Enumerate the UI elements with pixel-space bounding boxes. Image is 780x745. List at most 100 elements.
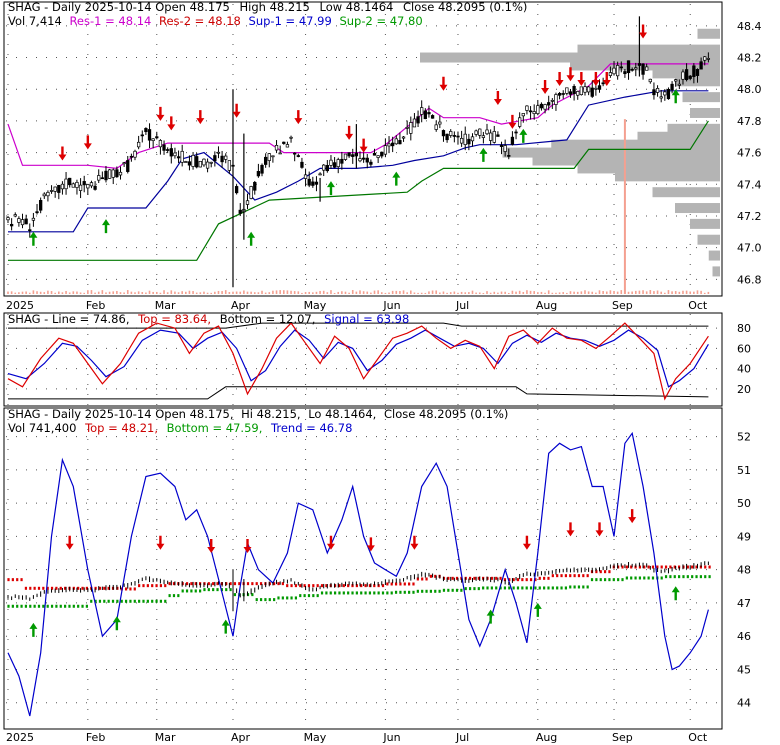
y-tick-label: 46 xyxy=(737,630,751,643)
y-tick-label: 48.4 xyxy=(737,20,762,33)
candle-body xyxy=(307,178,311,186)
volume-bar xyxy=(264,292,267,294)
volume-bar xyxy=(272,290,274,294)
volume-profile-bar xyxy=(697,28,720,39)
volume-bar xyxy=(391,290,394,294)
top-band-dash xyxy=(451,576,454,580)
stochastic-y-ticks: 80 60 40 20 xyxy=(737,322,751,396)
candle-body xyxy=(459,138,464,144)
candle-body xyxy=(565,87,569,94)
bottom-band-dash xyxy=(490,586,493,590)
top-band-dash xyxy=(307,584,311,588)
bottom-band-dash xyxy=(686,575,689,579)
volume-bar xyxy=(322,290,325,294)
stoch-header-signal: Signal = 63.98 xyxy=(324,312,409,326)
bottom-band-dash xyxy=(603,578,607,582)
candle-body xyxy=(111,169,115,178)
top-band-dash xyxy=(460,576,463,580)
volume-bar xyxy=(678,291,681,294)
volume-bar xyxy=(435,290,438,294)
y-tick-label: 45 xyxy=(737,663,751,676)
volume-bar xyxy=(384,292,387,294)
volume-bar xyxy=(152,291,154,294)
volume-profile-bar xyxy=(502,147,720,158)
trend-header-lo: Lo 48.1464, xyxy=(308,407,376,421)
candle-body xyxy=(293,152,297,155)
volume-bar xyxy=(108,291,111,294)
candle-body xyxy=(169,148,173,157)
bottom-band-dash xyxy=(582,585,585,589)
bottom-band-dash xyxy=(416,589,419,593)
candle-body xyxy=(136,141,141,148)
candle-body xyxy=(547,102,551,106)
top-band-dash xyxy=(294,584,298,588)
candle-body xyxy=(438,121,442,125)
volume-bar xyxy=(290,290,292,294)
candle-body xyxy=(525,105,529,111)
candle-body xyxy=(597,85,602,90)
bottom-band-dash xyxy=(638,576,642,580)
top-band-dash xyxy=(368,584,372,588)
bottom-band-dash xyxy=(259,598,263,602)
candle-body xyxy=(245,200,250,205)
top-band-dash xyxy=(564,574,567,578)
candle-body xyxy=(274,144,279,151)
y-tick-label: 48 xyxy=(737,564,751,577)
trend-header-bottom: Bottom = 47.59, xyxy=(167,421,263,435)
bottom-band-dash xyxy=(556,586,559,590)
candle-body xyxy=(528,110,533,113)
volume-profile-bar xyxy=(697,234,720,245)
candle-body xyxy=(31,217,36,221)
volume-bar xyxy=(221,291,223,294)
candle-body xyxy=(434,124,438,130)
candle-body xyxy=(681,71,685,80)
top-band-dash xyxy=(29,586,32,590)
candle-body xyxy=(670,83,674,91)
trend-sell-arrow xyxy=(595,522,604,537)
bottom-band-dash xyxy=(303,594,306,598)
volume-bar xyxy=(97,291,100,294)
top-band-dash xyxy=(708,565,711,569)
volume-bar xyxy=(199,292,202,294)
top-band-dash xyxy=(238,582,241,586)
volume-bar xyxy=(166,292,169,294)
top-band-dash xyxy=(233,582,237,586)
top-band-dash xyxy=(704,565,707,569)
candle-body xyxy=(260,164,264,174)
volume-bar xyxy=(526,290,528,294)
bottom-band-dash xyxy=(290,596,293,600)
trend-sell-arrow xyxy=(628,509,637,524)
top-band-dash xyxy=(599,570,602,574)
candle-body xyxy=(394,138,398,145)
price-panel: 48.4 48.2 48.0 47.8 47.6 47.4 47.2 47.0 46.8 SHA… xyxy=(3,0,762,297)
volume-bar xyxy=(682,290,684,294)
top-band-dash xyxy=(651,565,655,569)
bottom-band-dash xyxy=(390,591,393,595)
trend-header-vol: Vol 741,400 xyxy=(8,421,76,435)
top-band-dash xyxy=(595,570,598,574)
y-tick-label: 49 xyxy=(737,530,751,543)
candle-body xyxy=(623,71,627,75)
volume-bar xyxy=(32,290,35,294)
candle-body xyxy=(503,145,507,152)
bottom-band-dash xyxy=(499,586,502,590)
top-band-dash xyxy=(691,565,694,569)
candle-body xyxy=(579,86,584,96)
sell-arrow xyxy=(555,72,564,87)
buy-arrow xyxy=(479,147,488,162)
bottom-band-dash xyxy=(107,599,110,603)
y-tick-label: 44 xyxy=(737,697,751,710)
volume-profile-bar xyxy=(577,44,720,55)
volume-bar xyxy=(468,292,470,294)
trend-x-labels: 2025 Feb Mar Apr May Jun Jul Aug Sep Oct xyxy=(6,731,708,744)
x-tick-label: May xyxy=(304,299,327,312)
volume-bar xyxy=(326,292,329,294)
sell-arrow xyxy=(58,146,67,161)
candle-body xyxy=(249,186,253,199)
candle-body xyxy=(227,160,232,171)
sell-arrow xyxy=(167,116,176,131)
bottom-band-dash xyxy=(451,588,454,592)
bottom-band-dash xyxy=(277,596,280,600)
candle-body xyxy=(645,66,649,71)
top-band-dash xyxy=(394,582,398,586)
